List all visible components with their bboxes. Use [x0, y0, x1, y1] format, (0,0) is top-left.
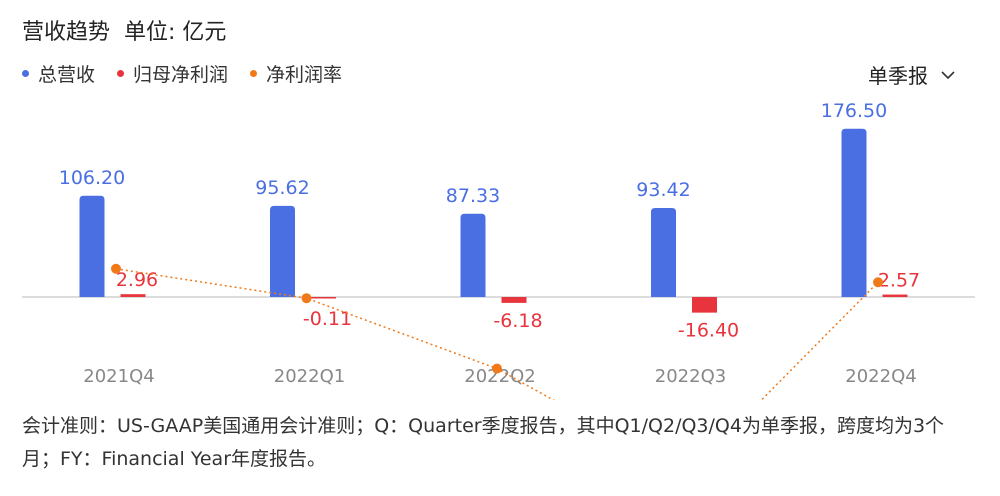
x-tick-label: 2022Q3 — [655, 366, 726, 387]
profit-value-label: -16.40 — [678, 320, 739, 342]
margin-point — [301, 293, 312, 304]
legend-label-margin: 净利润率 — [266, 64, 343, 86]
revenue-bar — [79, 195, 105, 297]
profit-bar — [311, 297, 336, 299]
x-tick-label: 2021Q4 — [83, 366, 154, 387]
margin-point — [873, 277, 883, 288]
legend-dot-revenue — [22, 70, 29, 77]
profit-bar — [882, 294, 908, 297]
legend-item-margin[interactable]: 净利润率 — [250, 60, 342, 87]
revenue-bar — [460, 213, 486, 297]
period-label: 单季报 — [868, 64, 928, 88]
legend-dot-profit — [117, 70, 125, 77]
period-dropdown[interactable]: 单季报 — [868, 60, 956, 89]
chart-canvas: 106.20 2.96 2021Q4 95.62 -0.11 2022Q1 87.33 -6.… — [22, 100, 975, 400]
revenue-value-label: 95.62 — [255, 177, 309, 199]
x-tick-label: 2022Q1 — [274, 366, 345, 387]
x-tick-label: 2022Q4 — [845, 366, 916, 387]
title-text: 营收趋势 — [22, 20, 111, 45]
x-tick-label: 2022Q2 — [464, 366, 535, 387]
legend-label-revenue: 总营收 — [38, 64, 96, 86]
profit-value-label: 2.96 — [116, 269, 158, 291]
legend-item-profit[interactable]: 归母净利润 — [117, 60, 228, 87]
revenue-value-label: 93.42 — [636, 179, 690, 201]
revenue-value-label: 87.33 — [446, 185, 500, 207]
revenue-bar — [841, 128, 867, 297]
profit-value-label: -0.11 — [303, 308, 352, 330]
revenue-value-label: 106.20 — [59, 167, 125, 189]
legend-dot-margin — [250, 70, 258, 77]
chevron-down-icon — [941, 70, 955, 79]
footnote: 会计准则：US-GAAP美国通用会计准则；Q：Quarter季度报告，其中Q1/… — [22, 415, 945, 470]
margin-point — [111, 263, 121, 274]
revenue-bar — [651, 207, 676, 297]
margin-point — [492, 363, 502, 374]
profit-bar — [501, 297, 527, 303]
unit-text: 单位: 亿元 — [124, 20, 227, 45]
legend-label-profit: 归母净利润 — [133, 64, 229, 86]
profit-value-label: 2.57 — [878, 270, 920, 292]
legend-item-revenue[interactable]: 总营收 — [22, 60, 95, 87]
revenue-bar — [270, 205, 295, 297]
profit-bar — [120, 294, 146, 297]
chart-title: 营收趋势 单位: 亿元 — [22, 14, 226, 46]
profit-bar — [692, 297, 717, 313]
revenue-value-label: 176.50 — [821, 100, 887, 122]
profit-value-label: -6.18 — [493, 310, 542, 332]
legend: 总营收 归母净利润 净利润率 — [22, 60, 364, 87]
